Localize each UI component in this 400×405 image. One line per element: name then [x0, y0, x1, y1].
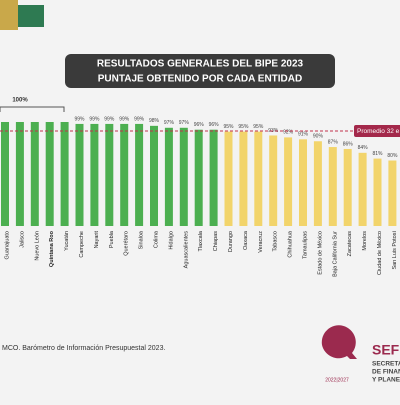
x-tick-label: Yucatán [64, 231, 70, 251]
bar [120, 123, 129, 226]
chart-subtitle: PUNTAJE OBTENIDO POR CADA ENTIDAD [98, 74, 302, 85]
x-tick-label: Durango [228, 231, 234, 252]
value-label: 96% [194, 122, 205, 128]
value-label: 99% [119, 116, 130, 122]
value-label: 87% [328, 139, 339, 145]
value-label: 92% [283, 130, 294, 136]
bar [269, 135, 278, 226]
value-label: 99% [89, 116, 100, 122]
bar [343, 148, 352, 226]
value-label: 93% [268, 128, 279, 134]
value-label: 95% [253, 124, 264, 130]
value-label: 91% [298, 132, 309, 138]
bar [239, 131, 248, 226]
group-bracket [0, 106, 65, 112]
bar [299, 139, 307, 226]
value-label: 95% [223, 124, 234, 130]
average-label: Promedio 32 e [357, 128, 400, 135]
x-tick-label: Jalisco [19, 231, 25, 248]
x-tick-label: Ciudad de México [377, 231, 383, 275]
bar [358, 152, 367, 226]
bar [313, 141, 322, 226]
value-label: 99% [74, 116, 85, 122]
bar [254, 131, 263, 226]
x-tick-label: Chiapas [213, 231, 219, 251]
group-label: 100% [12, 98, 28, 104]
x-tick-label: Sinaloa [139, 230, 145, 249]
x-tick-label: Zacatecas [347, 231, 353, 257]
bar [164, 127, 173, 226]
x-tick-label: Estado de México [317, 231, 323, 275]
value-label: 99% [104, 116, 115, 122]
bar [284, 137, 293, 226]
bar [194, 129, 203, 226]
bar [15, 122, 24, 226]
value-label: 97% [164, 120, 175, 126]
title-box [65, 54, 335, 88]
x-tick-label: Nuevo León [34, 231, 40, 261]
logo-line: SECRETA [372, 361, 400, 368]
bar [373, 158, 382, 226]
value-label: 90% [313, 134, 324, 140]
bar [328, 147, 337, 226]
logo-name: SEF [372, 342, 400, 358]
bar [150, 125, 158, 226]
value-label: 81% [372, 151, 383, 157]
source: MCO. Barómetro de Información Presupuest… [2, 345, 165, 352]
x-tick-label: Tamaulipas [302, 231, 308, 259]
value-label: 96% [209, 122, 220, 128]
bar [105, 123, 114, 226]
x-tick-label: Quintana Roo [49, 230, 55, 267]
value-label: 97% [179, 120, 190, 126]
bar [30, 122, 39, 226]
x-tick-label: Querétaro [124, 231, 130, 256]
x-tick-label: Tabasco [273, 231, 279, 252]
x-tick-label: Baja California Sur [332, 231, 338, 277]
value-label: 99% [134, 116, 145, 122]
x-tick-label: Morelos [362, 231, 368, 251]
x-tick-label: Hidalgo [168, 231, 174, 250]
bar [1, 122, 9, 226]
value-label: 95% [238, 124, 249, 130]
value-label: 98% [149, 118, 160, 124]
bar [135, 123, 144, 226]
x-tick-label: Guanajuato [4, 231, 10, 259]
value-label: 86% [343, 141, 354, 147]
bar [209, 129, 218, 226]
logo-years: 2022|2027 [325, 377, 349, 383]
x-tick-label: Campeche [79, 231, 85, 258]
x-tick-label: Colima [153, 230, 159, 248]
x-tick-label: San Luis Potosí [392, 231, 398, 270]
bar [60, 122, 69, 226]
state-logo [18, 5, 44, 27]
value-label: 80% [387, 153, 398, 159]
x-tick-label: Oaxaca [243, 230, 249, 250]
chart-title: RESULTADOS GENERALES DEL BIPE 2023 [97, 59, 304, 70]
x-tick-label: Puebla [109, 230, 115, 248]
bar [90, 123, 99, 226]
state-logo [0, 0, 18, 30]
logo-line: DE FINAN [372, 369, 400, 376]
x-tick-label: Aguascalientes [183, 231, 189, 269]
bar [45, 122, 54, 226]
x-tick-label: Chihuahua [288, 230, 294, 258]
bar [75, 123, 84, 226]
bar [224, 131, 233, 226]
x-tick-label: Nayarit [94, 231, 100, 249]
bar [388, 160, 397, 226]
x-tick-label: Veracruz [258, 231, 264, 253]
average-box [354, 125, 400, 138]
bar [179, 127, 188, 226]
logo-line: Y PLANEA [372, 377, 400, 384]
sef-logo [321, 325, 357, 359]
x-tick-label: Tlaxcala [198, 230, 204, 251]
value-label: 84% [358, 145, 369, 151]
